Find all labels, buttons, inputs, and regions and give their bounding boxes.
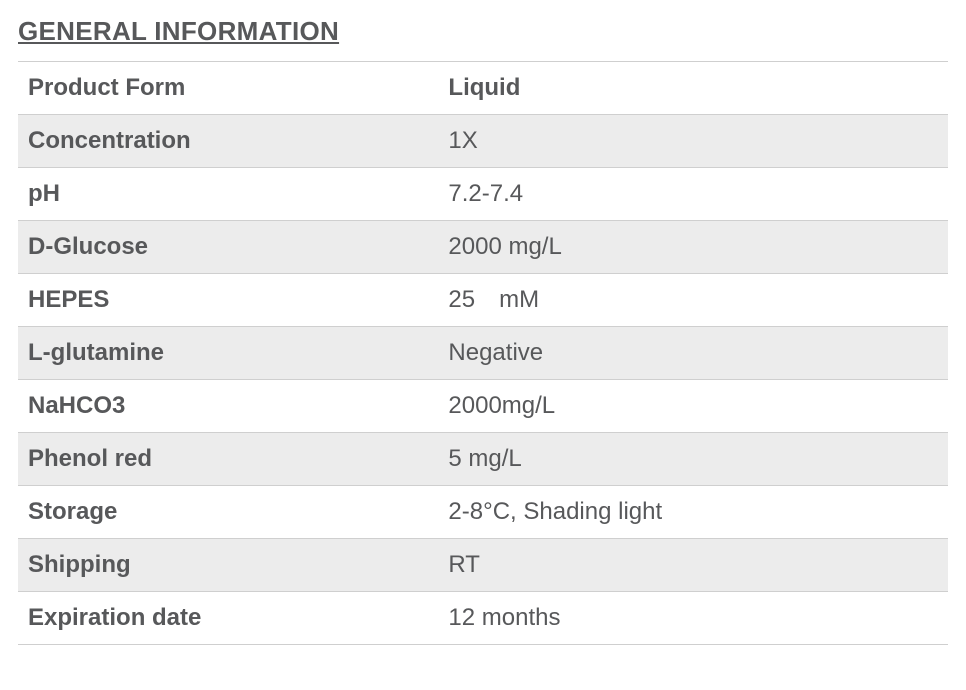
row-key: HEPES xyxy=(18,274,438,327)
row-key: L-glutamine xyxy=(18,327,438,380)
section-title: GENERAL INFORMATION xyxy=(18,16,948,47)
row-key: NaHCO3 xyxy=(18,380,438,433)
row-key: Concentration xyxy=(18,115,438,168)
table-row: Storage 2-8°C, Shading light xyxy=(18,486,948,539)
table-row: Shipping RT xyxy=(18,539,948,592)
table-row: pH 7.2-7.4 xyxy=(18,168,948,221)
row-value: 1X xyxy=(438,115,948,168)
row-value: 7.2-7.4 xyxy=(438,168,948,221)
row-key: Product Form xyxy=(18,62,438,115)
row-key: Expiration date xyxy=(18,592,438,645)
row-value: 2-8°C, Shading light xyxy=(438,486,948,539)
table-row: D-Glucose 2000 mg/L xyxy=(18,221,948,274)
row-value: 2000 mg/L xyxy=(438,221,948,274)
table-row: Product Form Liquid xyxy=(18,62,948,115)
row-value: 12 months xyxy=(438,592,948,645)
general-info-table: Product Form Liquid Concentration 1X pH … xyxy=(18,61,948,645)
row-key: pH xyxy=(18,168,438,221)
row-value: 25 mM xyxy=(438,274,948,327)
table-row: L-glutamine Negative xyxy=(18,327,948,380)
row-value: 5 mg/L xyxy=(438,433,948,486)
row-value: 2000mg/L xyxy=(438,380,948,433)
table-row: Phenol red 5 mg/L xyxy=(18,433,948,486)
table-row: NaHCO3 2000mg/L xyxy=(18,380,948,433)
row-key: Shipping xyxy=(18,539,438,592)
row-value: Liquid xyxy=(438,62,948,115)
table-row: Concentration 1X xyxy=(18,115,948,168)
row-key: D-Glucose xyxy=(18,221,438,274)
table-row: Expiration date 12 months xyxy=(18,592,948,645)
table-row: HEPES 25 mM xyxy=(18,274,948,327)
row-key: Phenol red xyxy=(18,433,438,486)
row-value: RT xyxy=(438,539,948,592)
row-key: Storage xyxy=(18,486,438,539)
row-value: Negative xyxy=(438,327,948,380)
